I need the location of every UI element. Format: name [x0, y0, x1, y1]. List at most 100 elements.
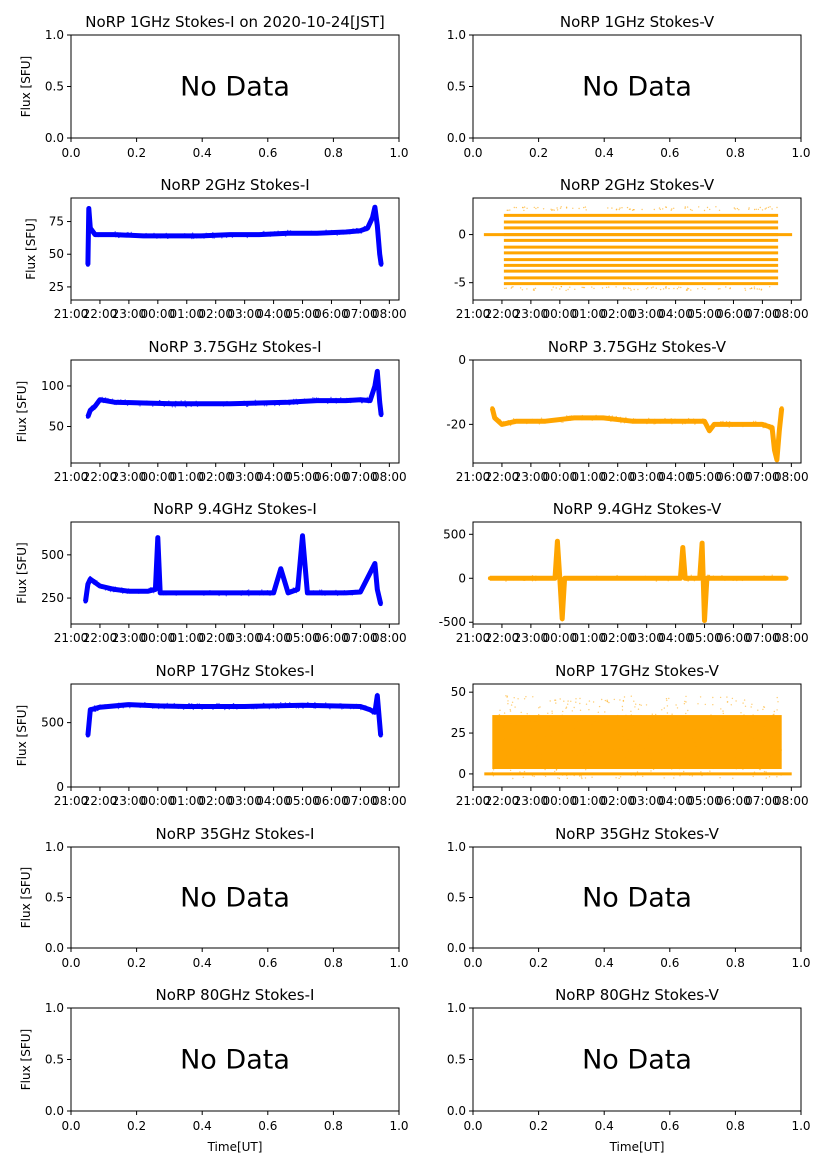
noise-point — [349, 231, 351, 233]
noise-point — [88, 582, 90, 584]
noise-point — [524, 579, 526, 581]
noise-point — [96, 709, 99, 712]
noise-point — [510, 422, 513, 424]
noise-point — [562, 596, 565, 598]
noise-point — [363, 226, 365, 228]
noise-point — [740, 766, 743, 769]
noise-point — [158, 563, 160, 566]
noise-point — [706, 749, 709, 752]
noise-point — [562, 604, 564, 606]
noise-point — [219, 404, 222, 407]
y-tick-label: 0.0 — [45, 131, 64, 145]
noise-point — [255, 707, 257, 709]
noise-point — [283, 580, 285, 582]
noise-point — [538, 423, 541, 425]
outlier-point — [619, 207, 621, 209]
noise-point — [222, 405, 225, 407]
noise-point — [763, 741, 765, 743]
noise-point — [493, 756, 495, 758]
x-tick-label: 04:00 — [658, 794, 693, 808]
noise-point — [705, 589, 708, 591]
noise-point — [633, 731, 635, 733]
noise-point — [706, 429, 709, 431]
noise-point — [199, 590, 201, 592]
noise-point — [544, 420, 546, 422]
x-tick-label: 23:00 — [112, 631, 147, 645]
noise-point — [704, 615, 706, 617]
noise-point — [705, 738, 708, 740]
noise-point — [245, 593, 248, 595]
noise-point — [690, 574, 692, 576]
y-tick-label: 500 — [41, 716, 64, 730]
noise-point — [604, 761, 607, 763]
noise-point — [756, 738, 758, 740]
noise-point — [158, 706, 160, 709]
noise-point — [196, 405, 199, 408]
noise-point — [201, 708, 203, 710]
outlier-point — [623, 288, 625, 290]
x-tick-label: 08:00 — [372, 470, 407, 484]
noise-point — [683, 564, 685, 566]
noise-point — [117, 707, 120, 710]
noise-point — [666, 705, 669, 707]
noise-point — [87, 222, 90, 225]
noise-point — [140, 233, 143, 236]
noise-point — [561, 714, 563, 716]
x-tick-label: 06:00 — [716, 631, 751, 645]
noise-point — [332, 705, 334, 707]
noise-point — [643, 748, 645, 750]
noise-point — [700, 421, 703, 423]
noise-point — [205, 706, 207, 708]
x-tick-label: 05:00 — [285, 470, 320, 484]
noise-point — [222, 706, 225, 708]
noise-point — [704, 611, 706, 613]
noise-point — [296, 706, 298, 708]
noise-point — [621, 709, 624, 711]
noise-point — [534, 578, 536, 580]
noise-point — [555, 769, 558, 771]
noise-point — [560, 418, 562, 421]
noise-point — [228, 708, 230, 710]
noise-point — [526, 713, 528, 715]
outlier-point — [522, 206, 524, 209]
noise-point — [666, 712, 669, 714]
noise-point — [547, 712, 549, 714]
noise-point — [369, 223, 371, 225]
plot-area — [85, 368, 384, 419]
noise-point — [152, 707, 154, 709]
noise-point — [591, 776, 593, 778]
noise-point — [507, 732, 510, 734]
panel-375ghz-v: NoRP 3.75GHz Stokes-V21:0022:0023:0000:0… — [446, 338, 808, 484]
noise-point — [148, 704, 150, 707]
noise-point — [521, 722, 523, 724]
noise-point — [734, 423, 736, 425]
data-point — [688, 419, 693, 424]
data-point — [300, 533, 305, 538]
x-tick-label: 05:00 — [285, 794, 320, 808]
noise-point — [374, 711, 376, 713]
noise-point — [137, 403, 139, 405]
noise-point — [731, 697, 734, 700]
noise-point — [154, 587, 157, 589]
noise-point — [159, 579, 161, 582]
noise-point — [496, 746, 498, 748]
ticks: 21:0022:0023:0000:0001:0002:0003:0004:00… — [451, 685, 809, 808]
noise-point — [678, 747, 680, 750]
noise-point — [576, 755, 579, 757]
noise-point — [362, 399, 365, 401]
x-tick-label: 21:00 — [54, 794, 89, 808]
noise-point — [509, 709, 511, 711]
noise-point — [527, 579, 529, 581]
noise-point — [568, 740, 570, 742]
noise-point — [758, 760, 760, 762]
noise-point — [728, 421, 731, 423]
noise-point — [184, 405, 187, 408]
noise-point — [158, 561, 160, 563]
noise-point — [674, 418, 676, 420]
noise-point — [374, 561, 376, 564]
noise-point — [547, 757, 549, 759]
noise-point — [170, 234, 172, 236]
outlier-point — [662, 208, 664, 210]
noise-point — [304, 400, 306, 402]
outlier-point — [551, 289, 553, 291]
